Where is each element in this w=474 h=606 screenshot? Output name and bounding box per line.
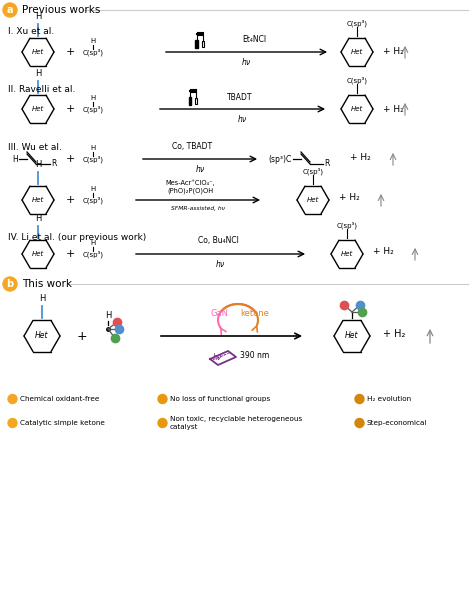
Text: R: R xyxy=(324,159,329,168)
Text: hν: hν xyxy=(195,165,205,174)
Text: H: H xyxy=(35,12,41,21)
Text: Het: Het xyxy=(32,251,44,257)
Text: Het: Het xyxy=(341,251,353,257)
Text: H: H xyxy=(91,145,96,151)
Text: IV. Li et al. (our previous work): IV. Li et al. (our previous work) xyxy=(8,233,146,242)
Text: Non toxic, recyclable heterogeneous
catalyst: Non toxic, recyclable heterogeneous cata… xyxy=(170,416,302,430)
Text: H: H xyxy=(35,214,41,223)
Text: H: H xyxy=(91,38,96,44)
Text: C(sp³): C(sp³) xyxy=(82,250,103,258)
Text: H: H xyxy=(12,155,18,164)
Text: Previous works: Previous works xyxy=(22,5,100,15)
Text: Het: Het xyxy=(32,49,44,55)
Circle shape xyxy=(8,419,17,427)
Text: C(sp³): C(sp³) xyxy=(302,167,323,175)
Text: C(sp³): C(sp³) xyxy=(346,19,367,27)
Circle shape xyxy=(158,419,167,427)
Bar xyxy=(202,41,204,47)
Bar xyxy=(195,98,197,104)
Text: C(sp³): C(sp³) xyxy=(346,76,367,84)
Circle shape xyxy=(355,395,364,404)
Text: SFMR-assisted, hν: SFMR-assisted, hν xyxy=(171,206,225,211)
Text: H: H xyxy=(35,69,41,78)
Text: Mes-Acr⁺ClO₄⁻,: Mes-Acr⁺ClO₄⁻, xyxy=(165,179,215,186)
Text: II. Ravelli et al.: II. Ravelli et al. xyxy=(8,84,75,93)
Bar xyxy=(189,98,191,105)
Text: hν: hν xyxy=(237,115,246,124)
Text: Het: Het xyxy=(307,197,319,203)
Circle shape xyxy=(158,395,167,404)
Text: hν: hν xyxy=(216,260,225,269)
Text: + H₂: + H₂ xyxy=(350,153,371,162)
Text: (sp³)C: (sp³)C xyxy=(268,155,291,164)
Text: H: H xyxy=(91,186,96,192)
Circle shape xyxy=(355,419,364,427)
Circle shape xyxy=(3,3,17,17)
Text: +: + xyxy=(65,47,75,57)
Text: + H₂: + H₂ xyxy=(383,104,404,113)
Text: +: + xyxy=(65,154,75,164)
Text: (PhO)₂P(O)OH: (PhO)₂P(O)OH xyxy=(167,187,213,194)
Text: Het: Het xyxy=(32,197,44,203)
Text: Chemical oxidant-free: Chemical oxidant-free xyxy=(20,396,100,402)
Text: GaN: GaN xyxy=(211,308,229,318)
Text: Het: Het xyxy=(35,331,49,341)
Text: Et₄NCl: Et₄NCl xyxy=(242,36,266,44)
Text: + H₂: + H₂ xyxy=(383,47,404,56)
Polygon shape xyxy=(210,351,236,365)
Text: Het: Het xyxy=(345,331,359,341)
Text: III. Wu et al.: III. Wu et al. xyxy=(8,142,62,152)
Text: H: H xyxy=(39,294,45,303)
Text: +: + xyxy=(65,195,75,205)
Text: C(sp³): C(sp³) xyxy=(337,221,357,228)
Bar xyxy=(195,40,198,48)
Text: C(sp³): C(sp³) xyxy=(82,196,103,204)
Text: hν: hν xyxy=(241,58,251,67)
Text: H: H xyxy=(105,311,111,320)
Text: +: + xyxy=(65,104,75,114)
Text: This work: This work xyxy=(22,279,72,289)
Text: +: + xyxy=(77,330,87,342)
Text: Het: Het xyxy=(351,106,363,112)
Text: H: H xyxy=(91,95,96,101)
Text: H: H xyxy=(91,240,96,246)
Text: C(sp³): C(sp³) xyxy=(82,155,103,163)
Text: C(sp³): C(sp³) xyxy=(82,105,103,113)
Text: C(sp³): C(sp³) xyxy=(82,48,103,56)
Text: H: H xyxy=(35,160,41,169)
Text: Co, Bu₄NCl: Co, Bu₄NCl xyxy=(198,236,238,245)
Text: R: R xyxy=(51,159,56,168)
Text: hν: hν xyxy=(212,353,221,362)
Text: + H₂: + H₂ xyxy=(383,329,405,339)
Text: + H₂: + H₂ xyxy=(339,193,360,202)
Text: ketone: ketone xyxy=(240,308,269,318)
Text: H₂ evolution: H₂ evolution xyxy=(367,396,411,402)
Text: Step-economical: Step-economical xyxy=(367,420,428,426)
Text: No loss of functional groups: No loss of functional groups xyxy=(170,396,270,402)
Text: I. Xu et al.: I. Xu et al. xyxy=(8,27,54,36)
Text: 390 nm: 390 nm xyxy=(240,350,269,359)
Text: +: + xyxy=(65,249,75,259)
Circle shape xyxy=(3,277,17,291)
Text: + H₂: + H₂ xyxy=(373,247,394,256)
Text: Het: Het xyxy=(32,106,44,112)
Text: TBADT: TBADT xyxy=(227,93,253,101)
Text: Catalytic simple ketone: Catalytic simple ketone xyxy=(20,420,105,426)
Circle shape xyxy=(8,395,17,404)
Text: a: a xyxy=(7,5,13,15)
Text: b: b xyxy=(7,279,14,289)
Text: Co, TBADT: Co, TBADT xyxy=(172,142,212,151)
Text: Het: Het xyxy=(351,49,363,55)
